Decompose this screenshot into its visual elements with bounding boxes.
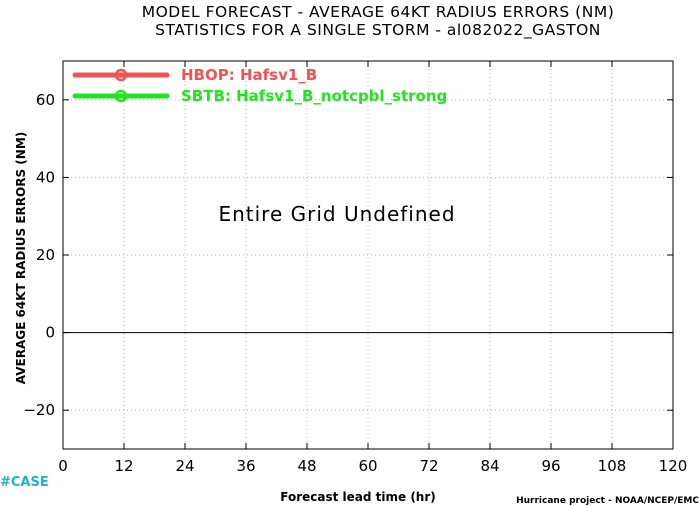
x-tick-label: 96 xyxy=(541,457,560,475)
y-tick-label: −20 xyxy=(23,401,55,419)
undefined-grid-note: Entire Grid Undefined xyxy=(218,202,455,226)
legend-swatch-marker xyxy=(114,68,128,82)
y-axis-ticks: −20 0 20 40 60 xyxy=(23,91,673,419)
x-tick-label: 60 xyxy=(358,457,377,475)
x-tick-label: 120 xyxy=(659,457,688,475)
x-axis-label: Forecast lead time (hr) xyxy=(280,490,436,504)
legend-label: HBOP: Hafsv1_B xyxy=(181,66,317,84)
y-axis-label: AVERAGE 64KT RADIUS ERRORS (NM) xyxy=(14,132,28,384)
case-tag: #CASE xyxy=(0,475,49,490)
legend: HBOP: Hafsv1_B SBTB: Hafsv1_B_notcpbl_str… xyxy=(72,66,447,105)
x-tick-label: 108 xyxy=(598,457,627,475)
chart-title: MODEL FORECAST - AVERAGE 64KT RADIUS ERR… xyxy=(142,3,615,21)
chart-subtitle: STATISTICS FOR A SINGLE STORM - al082022… xyxy=(155,21,601,40)
x-tick-label: 48 xyxy=(297,457,316,475)
x-tick-label: 84 xyxy=(480,457,499,475)
x-axis-ticks: 0 12 24 36 48 60 72 84 96 108 120 xyxy=(58,61,687,475)
y-tick-label: 60 xyxy=(36,91,55,109)
credit-text: Hurricane project - NOAA/NCEP/EMC xyxy=(516,496,699,506)
x-tick-label: 24 xyxy=(175,457,194,475)
grid xyxy=(63,61,673,449)
x-tick-label: 72 xyxy=(419,457,438,475)
y-tick-label: 40 xyxy=(36,168,55,186)
x-tick-label: 0 xyxy=(58,457,68,475)
x-tick-label: 36 xyxy=(236,457,255,475)
y-tick-label: 20 xyxy=(36,246,55,264)
y-tick-label: 0 xyxy=(45,324,55,342)
legend-label: SBTB: Hafsv1_B_notcpbl_strong xyxy=(181,87,447,105)
x-tick-label: 12 xyxy=(114,457,133,475)
legend-swatch-marker xyxy=(114,89,128,103)
